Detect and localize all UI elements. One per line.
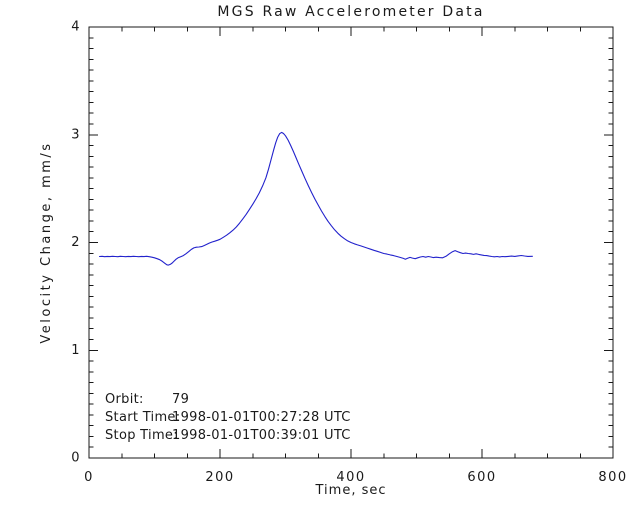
y-tick-label: 1 xyxy=(71,343,81,358)
orbit-value: 79 xyxy=(172,392,189,407)
chart-title: MGS Raw Accelerometer Data xyxy=(217,4,484,20)
x-tick-label: 200 xyxy=(205,470,234,485)
stop-time-value: 1998-01-01T00:39:01 UTC xyxy=(172,428,351,443)
y-tick-label: 4 xyxy=(71,20,81,35)
y-axis-tick-labels: 0 1 2 3 4 xyxy=(71,20,81,466)
y-tick-label: 0 xyxy=(71,451,81,466)
x-tick-label: 0 xyxy=(84,470,94,485)
annotation-block: Orbit: 79 Start Time: 1998-01-01T00:27:2… xyxy=(105,392,351,443)
start-time-value: 1998-01-01T00:27:28 UTC xyxy=(172,410,351,425)
velocity-data-line xyxy=(98,131,533,266)
x-axis-tick-labels: 0 200 400 600 800 xyxy=(84,470,627,485)
x-tick-label: 400 xyxy=(336,470,365,485)
axis-ticks xyxy=(88,26,614,459)
y-axis-label: Velocity Change, mm/s xyxy=(39,141,54,343)
y-tick-label: 2 xyxy=(71,235,81,250)
y-tick-label: 3 xyxy=(71,127,81,142)
start-time-label: Start Time: xyxy=(105,410,180,425)
x-tick-label: 600 xyxy=(467,470,496,485)
orbit-label: Orbit: xyxy=(105,392,144,407)
x-axis-label: Time, sec xyxy=(315,483,387,498)
stop-time-label: Stop Time: xyxy=(105,428,178,443)
x-tick-label: 800 xyxy=(598,470,627,485)
